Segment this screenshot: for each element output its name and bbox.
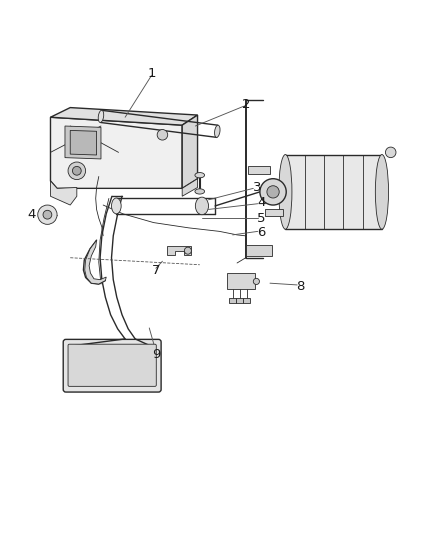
Text: 9: 9 bbox=[151, 348, 160, 361]
Polygon shape bbox=[65, 126, 101, 159]
Ellipse shape bbox=[374, 155, 388, 229]
Circle shape bbox=[68, 162, 85, 180]
Polygon shape bbox=[50, 108, 197, 125]
Circle shape bbox=[259, 179, 286, 205]
Polygon shape bbox=[166, 246, 191, 255]
Ellipse shape bbox=[214, 125, 219, 138]
Text: 7: 7 bbox=[151, 264, 160, 277]
Polygon shape bbox=[182, 115, 197, 188]
Polygon shape bbox=[182, 179, 197, 196]
Polygon shape bbox=[70, 131, 96, 155]
Circle shape bbox=[38, 205, 57, 224]
Circle shape bbox=[72, 166, 81, 175]
Text: 8: 8 bbox=[296, 280, 304, 293]
Ellipse shape bbox=[111, 198, 121, 214]
Polygon shape bbox=[265, 208, 282, 216]
Circle shape bbox=[253, 278, 259, 285]
Ellipse shape bbox=[98, 110, 103, 123]
Ellipse shape bbox=[194, 173, 204, 178]
Ellipse shape bbox=[195, 197, 208, 215]
Text: 1: 1 bbox=[147, 67, 155, 80]
FancyBboxPatch shape bbox=[63, 340, 161, 392]
Polygon shape bbox=[247, 166, 269, 174]
Polygon shape bbox=[229, 298, 236, 303]
Polygon shape bbox=[285, 155, 381, 229]
Polygon shape bbox=[85, 240, 106, 284]
Polygon shape bbox=[50, 117, 182, 188]
Polygon shape bbox=[243, 298, 250, 303]
Circle shape bbox=[157, 130, 167, 140]
Circle shape bbox=[43, 211, 52, 219]
Circle shape bbox=[184, 247, 191, 254]
Ellipse shape bbox=[194, 189, 204, 194]
FancyBboxPatch shape bbox=[68, 344, 156, 386]
Circle shape bbox=[385, 147, 395, 158]
Polygon shape bbox=[50, 181, 77, 205]
Ellipse shape bbox=[278, 155, 291, 229]
Polygon shape bbox=[227, 273, 254, 289]
Text: 3: 3 bbox=[252, 181, 261, 194]
Text: 4: 4 bbox=[256, 196, 265, 209]
Text: 4: 4 bbox=[28, 208, 36, 221]
Circle shape bbox=[266, 185, 279, 198]
Text: 6: 6 bbox=[256, 226, 265, 239]
Polygon shape bbox=[236, 298, 243, 303]
Text: 5: 5 bbox=[256, 212, 265, 225]
Text: 2: 2 bbox=[241, 98, 250, 110]
Polygon shape bbox=[245, 245, 272, 256]
